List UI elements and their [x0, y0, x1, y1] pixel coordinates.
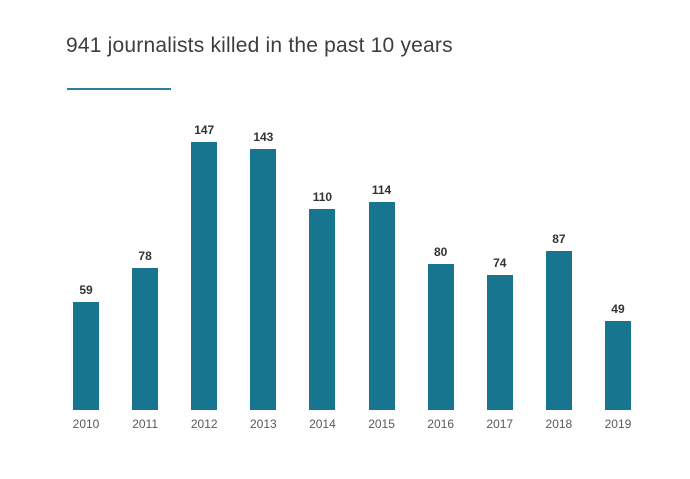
bar	[73, 302, 99, 410]
x-axis-tick-label: 2018	[545, 417, 573, 431]
bar	[250, 149, 277, 410]
bar-value-label: 87	[552, 232, 566, 246]
bar-value-label: 147	[194, 123, 215, 137]
bar-column: 49 2019	[598, 110, 638, 430]
bar-value-label: 49	[611, 302, 625, 316]
bar-value-label: 78	[138, 249, 152, 263]
bar-column: 78 2011	[125, 110, 165, 430]
bar-column: 110 2014	[302, 110, 342, 430]
x-axis-tick-label: 2019	[604, 417, 632, 431]
bar-column: 143 2013	[243, 110, 283, 430]
bar-column: 87 2018	[539, 110, 579, 430]
bar-value-label: 74	[493, 256, 507, 270]
bar-value-label: 143	[253, 130, 274, 144]
bar-column: 74 2017	[480, 110, 520, 430]
x-axis-tick-label: 2011	[132, 417, 159, 431]
bar	[368, 202, 395, 410]
bar-chart: 59 2010 78 2011 147 2012 143 2013 110 2014 114 2015…	[66, 110, 638, 430]
bar-column: 114 2015	[362, 110, 402, 430]
bar-value-label: 59	[79, 283, 93, 297]
x-axis-tick-label: 2012	[190, 417, 218, 431]
bar-column: 59 2010	[66, 110, 106, 430]
x-axis-tick-label: 2017	[486, 417, 514, 431]
bar	[545, 251, 572, 410]
bar	[427, 264, 454, 410]
x-axis-tick-label: 2014	[309, 417, 336, 431]
x-axis-tick-label: 2013	[249, 417, 277, 431]
bar	[486, 275, 513, 410]
bar-column: 80 2016	[421, 110, 461, 430]
bar-value-label: 80	[433, 245, 448, 259]
chart-title: 941 journalists killed in the past 10 ye…	[66, 34, 453, 57]
bar-value-label: 114	[371, 183, 392, 197]
bar	[309, 209, 336, 410]
bar-value-label: 110	[312, 190, 333, 204]
title-underline-rule	[67, 88, 171, 90]
bar	[132, 268, 159, 410]
bar	[191, 142, 218, 410]
x-axis-tick-label: 2010	[72, 417, 100, 431]
bar	[604, 321, 631, 410]
x-axis-tick-label: 2015	[368, 417, 395, 431]
x-axis-tick-label: 2016	[427, 417, 454, 431]
bar-column: 147 2012	[184, 110, 224, 430]
